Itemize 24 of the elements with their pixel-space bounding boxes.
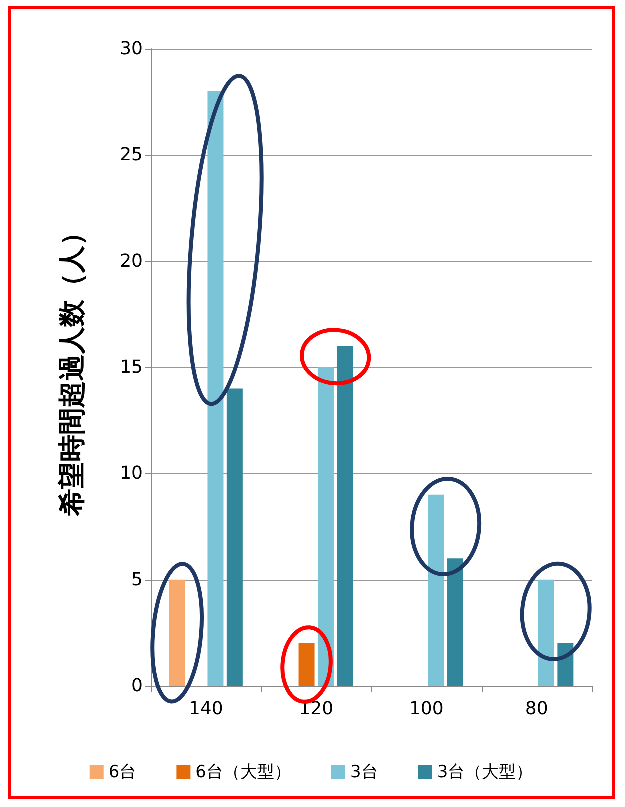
bar <box>428 494 444 686</box>
y-tick-label: 10 <box>120 463 143 484</box>
legend-label: 6台（大型） <box>196 762 292 782</box>
x-tick-label: 140 <box>188 698 224 720</box>
y-tick-label: 0 <box>132 676 143 696</box>
y-tick-label: 30 <box>120 38 143 60</box>
bar <box>298 644 315 686</box>
y-axis-title: 希望時間超過人数（人） <box>57 219 88 517</box>
x-tick-label: 80 <box>525 698 548 720</box>
legend-label: 3台（大型） <box>437 762 534 782</box>
bar <box>169 580 186 686</box>
y-tick-label: 15 <box>120 357 143 378</box>
x-tick-label: 100 <box>409 698 444 720</box>
bar <box>538 580 554 686</box>
y-tick-label: 5 <box>132 569 143 590</box>
bar <box>226 388 243 686</box>
bar <box>337 346 354 686</box>
y-tick-label: 25 <box>120 144 143 166</box>
y-tick-label: 20 <box>120 250 143 272</box>
legend-label: 3台 <box>350 762 378 782</box>
bar <box>208 91 224 686</box>
bar <box>318 368 334 686</box>
bar <box>447 558 464 686</box>
legend-label: 6台 <box>108 762 137 782</box>
